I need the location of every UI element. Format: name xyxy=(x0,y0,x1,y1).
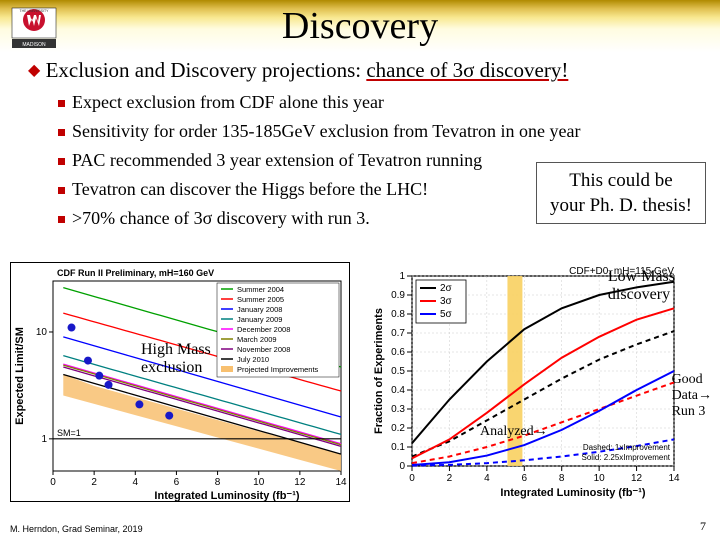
left-chart-svg: SM=1 0 2 4 6 8 10 12 14 1 10 Integrated Luminosity … xyxy=(11,263,351,503)
svg-text:0: 0 xyxy=(50,477,56,488)
svg-text:November 2008: November 2008 xyxy=(237,345,290,354)
svg-text:January 2009: January 2009 xyxy=(237,315,282,324)
callout-box: This could be your Ph. D. thesis! xyxy=(536,162,706,224)
bullet-icon: ◆ xyxy=(28,62,40,79)
svg-text:December 2008: December 2008 xyxy=(237,325,290,334)
analyzed-annotation: Analyzed→ xyxy=(480,424,548,440)
svg-text:Integrated Luminosity (fb⁻¹): Integrated Luminosity (fb⁻¹) xyxy=(154,490,299,502)
svg-text:12: 12 xyxy=(631,473,643,484)
svg-text:0.4: 0.4 xyxy=(391,385,405,396)
svg-text:4: 4 xyxy=(484,473,490,484)
svg-text:0.5: 0.5 xyxy=(391,366,405,377)
svg-text:0.9: 0.9 xyxy=(391,290,405,301)
svg-text:8: 8 xyxy=(215,477,221,488)
main-bullet: ◆ Exclusion and Discovery projections: c… xyxy=(28,58,568,83)
svg-text:SM=1: SM=1 xyxy=(57,428,81,438)
svg-text:Summer 2004: Summer 2004 xyxy=(237,285,284,294)
svg-text:Fraction of Experiments: Fraction of Experiments xyxy=(373,308,385,434)
svg-text:Solid: 2.25xImprovement: Solid: 2.25xImprovement xyxy=(582,453,671,462)
svg-text:10: 10 xyxy=(594,473,606,484)
sub-bullet: Sensitivity for order 135-185GeV exclusi… xyxy=(58,121,700,142)
svg-text:1: 1 xyxy=(41,434,47,445)
svg-text:2: 2 xyxy=(91,477,97,488)
svg-text:5σ: 5σ xyxy=(440,309,453,320)
high-mass-annotation: High Massexclusion xyxy=(141,341,211,376)
svg-text:8: 8 xyxy=(559,473,565,484)
svg-text:Projected Improvements: Projected Improvements xyxy=(237,365,319,374)
left-chart: SM=1 0 2 4 6 8 10 12 14 1 10 Integrated Luminosity … xyxy=(10,262,350,502)
footer-left: M. Herndon, Grad Seminar, 2019 xyxy=(10,524,143,534)
callout-line1: This could be xyxy=(569,170,672,191)
svg-text:1: 1 xyxy=(399,271,405,282)
svg-text:March 2009: March 2009 xyxy=(237,335,277,344)
main-line-p1: Exclusion and Discovery projections: xyxy=(46,58,367,82)
svg-text:Expected Limit/SM: Expected Limit/SM xyxy=(14,327,26,425)
svg-text:0: 0 xyxy=(409,473,415,484)
footer-right: 7 xyxy=(700,519,706,534)
svg-text:July 2010: July 2010 xyxy=(237,355,269,364)
svg-text:0.8: 0.8 xyxy=(391,309,405,320)
svg-text:3σ: 3σ xyxy=(440,296,453,307)
svg-text:10: 10 xyxy=(36,327,48,338)
svg-text:2σ: 2σ xyxy=(440,283,453,294)
svg-text:Summer 2005: Summer 2005 xyxy=(237,295,284,304)
svg-text:CDF Run II Preliminary, mH=160: CDF Run II Preliminary, mH=160 GeV xyxy=(57,268,214,278)
svg-text:0.2: 0.2 xyxy=(391,423,405,434)
svg-text:12: 12 xyxy=(294,477,306,488)
svg-text:4: 4 xyxy=(133,477,139,488)
svg-text:Integrated Luminosity (fb⁻¹): Integrated Luminosity (fb⁻¹) xyxy=(500,487,645,499)
svg-text:0: 0 xyxy=(399,461,405,472)
sub-bullet: Expect exclusion from CDF alone this yea… xyxy=(58,92,700,113)
good-data-annotation: GoodData→Run 3 xyxy=(672,372,712,420)
svg-text:14: 14 xyxy=(668,473,680,484)
svg-text:0.7: 0.7 xyxy=(391,328,405,339)
low-mass-annotation: Low Massdiscovery xyxy=(608,268,675,303)
svg-text:10: 10 xyxy=(253,477,265,488)
main-line-p2: chance of 3σ discovery! xyxy=(366,58,568,82)
svg-text:6: 6 xyxy=(174,477,180,488)
svg-text:0.3: 0.3 xyxy=(391,404,405,415)
svg-text:6: 6 xyxy=(522,473,528,484)
svg-text:2: 2 xyxy=(447,473,453,484)
page-title: Discovery xyxy=(0,4,720,48)
svg-text:January 2008: January 2008 xyxy=(237,305,282,314)
right-chart: 0 2 4 6 8 10 12 14 0 0.1 0.2 0.3 0.4 0.5 0.6 0.7 0.8 0.9 1… xyxy=(370,262,710,502)
charts-row: SM=102468101214110Integrated Luminosity … xyxy=(0,262,720,512)
svg-text:0.1: 0.1 xyxy=(391,442,405,453)
svg-text:Dashed: 1xImprovement: Dashed: 1xImprovement xyxy=(583,443,671,452)
svg-text:14: 14 xyxy=(335,477,347,488)
svg-text:0.6: 0.6 xyxy=(391,347,405,358)
callout-line2: your Ph. D. thesis! xyxy=(550,195,692,216)
